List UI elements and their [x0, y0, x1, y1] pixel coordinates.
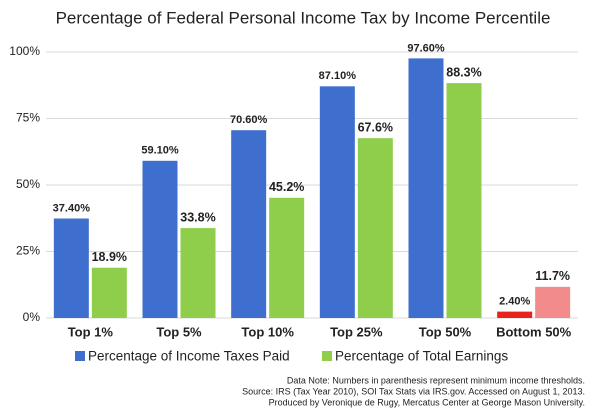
legend-swatch [322, 351, 332, 361]
y-tick-label: 100% [9, 44, 40, 58]
bar [535, 286, 571, 318]
x-tick-label: Top 1% [68, 324, 114, 339]
value-label: 87.10% [319, 70, 357, 82]
bar [180, 228, 216, 318]
bar [91, 267, 127, 318]
value-label: 67.6% [358, 120, 393, 134]
bar [142, 160, 178, 318]
value-label: 33.8% [180, 210, 215, 224]
bar [446, 83, 482, 318]
x-tick-label: Top 10% [241, 324, 294, 339]
bar [53, 218, 89, 318]
value-label: 88.3% [446, 65, 481, 79]
value-label: 37.40% [53, 202, 91, 214]
value-label: 70.60% [230, 114, 268, 126]
legend-label: Percentage of Income Taxes Paid [88, 349, 290, 364]
bar [269, 197, 305, 318]
note: Data Note: Numbers in parenthesis repres… [287, 375, 585, 385]
y-tick-label: 25% [16, 244, 40, 258]
value-label: 59.10% [141, 145, 179, 157]
bar [497, 311, 533, 318]
legend-label: Percentage of Total Earnings [335, 349, 508, 364]
y-tick-label: 50% [16, 177, 40, 191]
bar [408, 58, 444, 318]
legend-swatch [75, 351, 85, 361]
value-label: 11.7% [535, 269, 570, 283]
value-label: 45.2% [269, 180, 304, 194]
x-tick-label: Top 5% [156, 324, 202, 339]
bar [319, 86, 355, 319]
bar [357, 138, 393, 318]
value-label: 18.9% [92, 250, 127, 264]
chart-title: Percentage of Federal Personal Income Ta… [56, 8, 551, 27]
x-tick-label: Top 25% [330, 324, 383, 339]
y-tick-label: 75% [16, 111, 40, 125]
value-label: 97.60% [407, 42, 445, 54]
x-tick-label: Bottom 50% [496, 324, 572, 339]
note: Produced by Veronique de Rugy, Mercatus … [269, 397, 585, 407]
x-tick-label: Top 50% [419, 324, 472, 339]
value-label: 2.40% [499, 296, 530, 308]
note: Source: IRS (Tax Year 2010), SOI Tax Sta… [242, 386, 585, 396]
bar [231, 130, 267, 318]
y-tick-label: 0% [23, 310, 41, 324]
